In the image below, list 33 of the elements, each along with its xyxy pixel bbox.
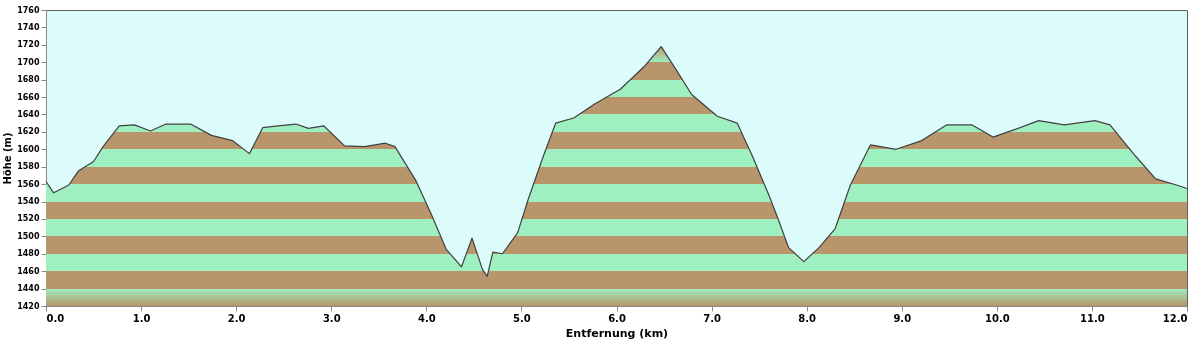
x-tick-label: 3.0 [322,312,341,324]
y-tick-label: 1600 [17,144,40,154]
y-tick-label: 1740 [17,22,40,32]
y-tick-label: 1680 [17,75,40,85]
y-tick-label: 1560 [17,179,40,189]
y-tick-label: 1660 [17,92,40,102]
x-tick-label: 10.0 [984,312,1010,324]
x-tick-label: 8.0 [798,312,817,324]
y-tick-label: 1540 [17,197,40,207]
x-tick-label: 1.0 [132,312,151,324]
y-tick-label: 1460 [17,266,40,276]
y-tick-label: 1720 [17,40,40,50]
y-tick-label: 1700 [17,57,40,67]
x-tick-label: 11.0 [1080,312,1105,324]
x-tick-label: 12.0 [1162,312,1188,324]
x-tick-label: 5.0 [513,312,531,324]
y-tick-label: 1760 [17,5,40,15]
y-tick-label: 1500 [17,231,40,241]
x-axis-title: Entfernung (km) [565,326,669,340]
y-tick-label: 1620 [17,127,40,137]
x-tick-label: 6.0 [608,312,626,324]
y-axis-title: Höhe (m) [2,132,14,185]
y-tick-label: 1440 [17,284,40,294]
y-tick-label: 1420 [17,301,40,311]
y-tick-label: 1480 [17,249,40,259]
y-tick-label: 1580 [17,162,40,172]
x-tick-label: 2.0 [227,312,246,324]
x-tick-label: 0.0 [46,312,65,324]
x-tick-label: 9.0 [893,312,912,324]
y-tick-label: 1640 [17,109,40,119]
y-tick-label: 1520 [17,214,40,224]
x-tick-label: 7.0 [703,312,721,324]
x-tick-label: 4.0 [417,312,436,324]
